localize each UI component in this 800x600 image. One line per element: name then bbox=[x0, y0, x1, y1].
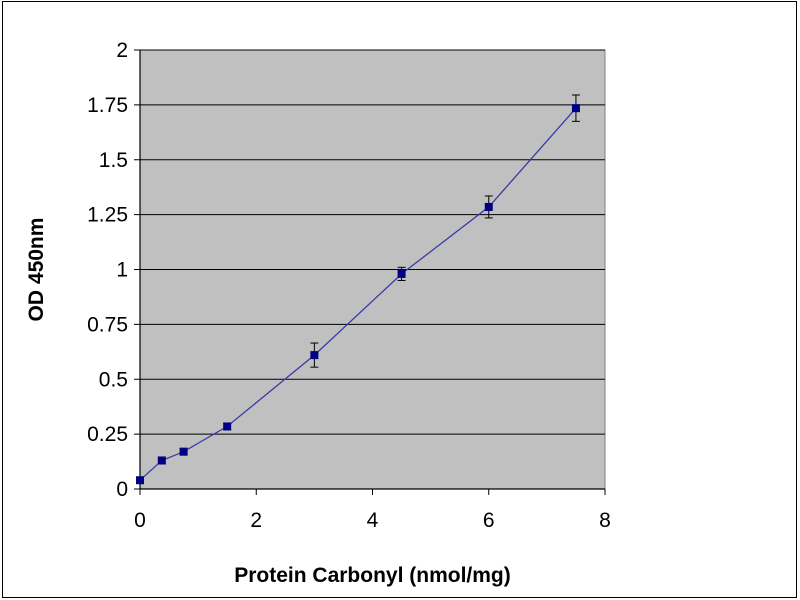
x-tick-label: 2 bbox=[250, 509, 262, 532]
x-tick-labels: 0 2 4 6 8 bbox=[134, 509, 611, 532]
y-tick-label: 1.25 bbox=[87, 204, 128, 227]
x-axis-title: Protein Carbonyl (nmol/mg) bbox=[234, 564, 511, 587]
y-tick-label: 1.5 bbox=[99, 149, 128, 172]
y-tick-label: 2 bbox=[116, 39, 128, 62]
data-point bbox=[157, 456, 166, 465]
y-axis-title: OD 450nm bbox=[25, 218, 48, 322]
axes bbox=[134, 49, 606, 495]
x-tick-label: 0 bbox=[134, 509, 146, 532]
data-point bbox=[179, 447, 188, 456]
y-tick-label: 0.5 bbox=[99, 368, 128, 391]
data-point bbox=[484, 202, 493, 211]
y-tick-labels: 0 0.25 0.5 0.75 1 1.25 1.5 1.75 2 bbox=[87, 39, 128, 501]
data-point bbox=[310, 351, 319, 360]
data-point bbox=[136, 476, 144, 485]
y-tick-label: 0.25 bbox=[87, 423, 128, 446]
x-tick-label: 8 bbox=[599, 509, 611, 532]
gridlines bbox=[140, 49, 605, 435]
data-point bbox=[397, 269, 406, 278]
x-tick-label: 4 bbox=[367, 509, 379, 532]
data-point bbox=[223, 422, 232, 431]
y-tick-label: 0.75 bbox=[87, 313, 128, 336]
y-tick-label: 1.75 bbox=[87, 94, 128, 117]
data-points bbox=[136, 104, 580, 485]
x-tick-label: 6 bbox=[483, 509, 495, 532]
y-tick-label: 1 bbox=[116, 259, 128, 282]
data-point bbox=[571, 104, 580, 113]
y-tick-label: 0 bbox=[116, 478, 128, 501]
